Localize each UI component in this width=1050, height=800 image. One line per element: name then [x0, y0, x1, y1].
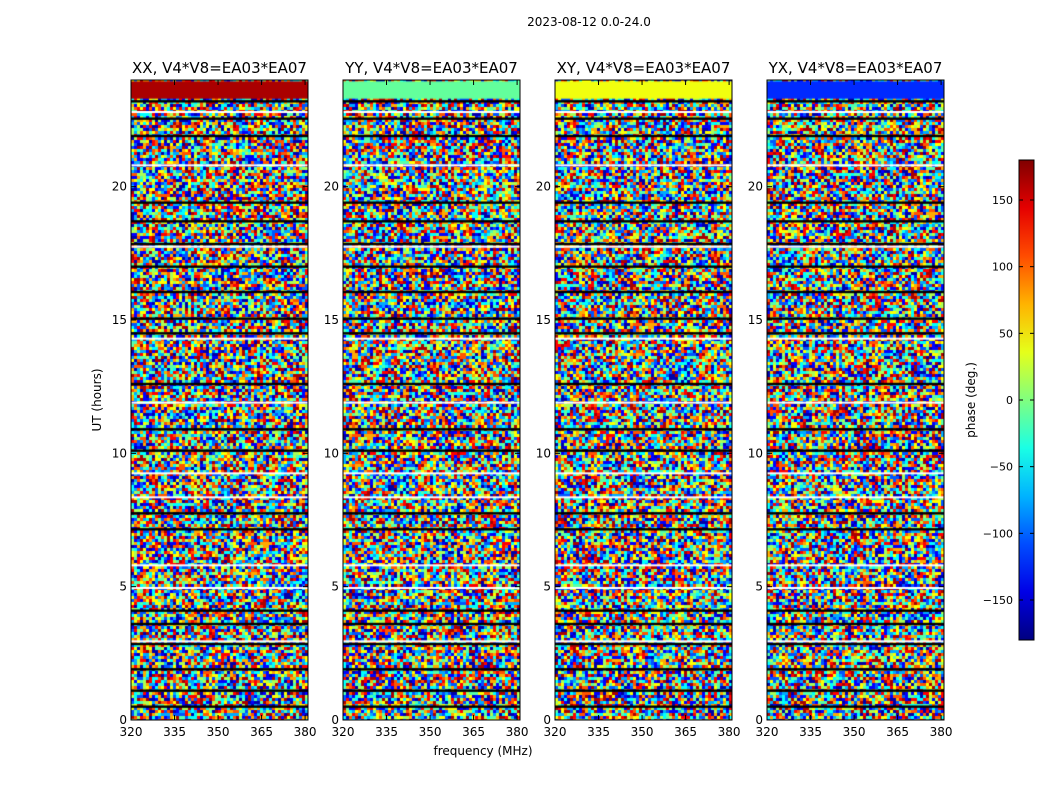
- colorbar-tick-label: 100: [992, 261, 1013, 274]
- x-tick-label: 380: [294, 725, 317, 739]
- x-tick-label: 335: [375, 725, 398, 739]
- y-tick-label: 5: [543, 580, 551, 594]
- x-tick-label: 335: [587, 725, 610, 739]
- y-tick-label: 10: [748, 446, 763, 460]
- y-tick-label: 0: [331, 713, 339, 727]
- y-tick-label: 0: [755, 713, 763, 727]
- panel-frame: [342, 79, 521, 721]
- colorbar: −150 −100 −50 0 50 100 150 phase (deg.): [964, 159, 1035, 641]
- y-tick-label: 15: [324, 313, 339, 327]
- panel-title: YY, V4*V8=EA03*EA07: [344, 59, 518, 77]
- colorbar-tick-label: −100: [983, 527, 1013, 540]
- x-tick-label: 380: [718, 725, 741, 739]
- phase-heatmap: [131, 80, 308, 720]
- colorbar-tick-label: 50: [999, 327, 1013, 340]
- panel-frame: [766, 79, 945, 721]
- y-tick-label: 0: [119, 713, 127, 727]
- y-tick-label: 20: [112, 180, 127, 194]
- x-tick-label: 350: [419, 725, 442, 739]
- x-axis-label: frequency (MHz): [433, 744, 532, 758]
- y-tick-label: 0: [543, 713, 551, 727]
- heatmap-panels: XX, V4*V8=EA03*EA07 320 335 350 365 380 0 5 10 15…: [112, 59, 953, 739]
- x-tick-label: 365: [462, 725, 485, 739]
- x-tick-label: 365: [674, 725, 697, 739]
- x-tick-label: 380: [506, 725, 529, 739]
- colorbar-tick-label: 150: [992, 194, 1013, 207]
- x-tick-label: 365: [886, 725, 909, 739]
- phase-heatmap: [767, 80, 944, 720]
- panel-4: YX, V4*V8=EA03*EA07 320 335 350 365 380 0 5 10 15…: [748, 59, 953, 739]
- panel-title: YX, V4*V8=EA03*EA07: [768, 59, 943, 77]
- figure-suptitle: 2023-08-12 0.0-24.0: [527, 15, 651, 29]
- x-tick-label: 320: [756, 725, 779, 739]
- x-tick-label: 320: [120, 725, 143, 739]
- panel-title: XY, V4*V8=EA03*EA07: [557, 59, 731, 77]
- colorbar-label: phase (deg.): [964, 362, 978, 438]
- colorbar-tick-label: 0: [1006, 394, 1013, 407]
- y-tick-label: 10: [324, 446, 339, 460]
- y-tick-label: 10: [536, 446, 551, 460]
- colorbar-tick-label: −50: [990, 461, 1013, 474]
- x-tick-label: 380: [930, 725, 953, 739]
- y-tick-label: 15: [536, 313, 551, 327]
- colorbar-tick-label: −150: [983, 594, 1013, 607]
- x-tick-label: 320: [332, 725, 355, 739]
- x-tick-label: 350: [631, 725, 654, 739]
- phase-heatmap: [343, 80, 520, 720]
- y-tick-label: 15: [748, 313, 763, 327]
- y-tick-label: 5: [331, 580, 339, 594]
- panel-1: XX, V4*V8=EA03*EA07 320 335 350 365 380 0 5 10 15…: [112, 59, 317, 739]
- y-tick-label: 5: [755, 580, 763, 594]
- panel-frame: [554, 79, 733, 721]
- panel-3: XY, V4*V8=EA03*EA07 320 335 350 365 380 0 5 10 15…: [536, 59, 741, 739]
- y-tick-label: 15: [112, 313, 127, 327]
- y-tick-label: 5: [119, 580, 127, 594]
- x-tick-label: 335: [799, 725, 822, 739]
- y-tick-label: 20: [324, 180, 339, 194]
- y-tick-label: 10: [112, 446, 127, 460]
- panel-title: XX, V4*V8=EA03*EA07: [132, 59, 307, 77]
- y-tick-label: 20: [748, 180, 763, 194]
- phase-heatmap: [555, 80, 732, 720]
- x-tick-label: 350: [207, 725, 230, 739]
- x-tick-label: 350: [843, 725, 866, 739]
- y-axis-label: UT (hours): [90, 368, 104, 431]
- x-tick-label: 335: [163, 725, 186, 739]
- panel-2: YY, V4*V8=EA03*EA07 320 335 350 365 380 0 5 10 15…: [324, 59, 529, 739]
- panel-frame: [130, 79, 309, 721]
- x-tick-label: 320: [544, 725, 567, 739]
- y-tick-label: 20: [536, 180, 551, 194]
- x-tick-label: 365: [250, 725, 273, 739]
